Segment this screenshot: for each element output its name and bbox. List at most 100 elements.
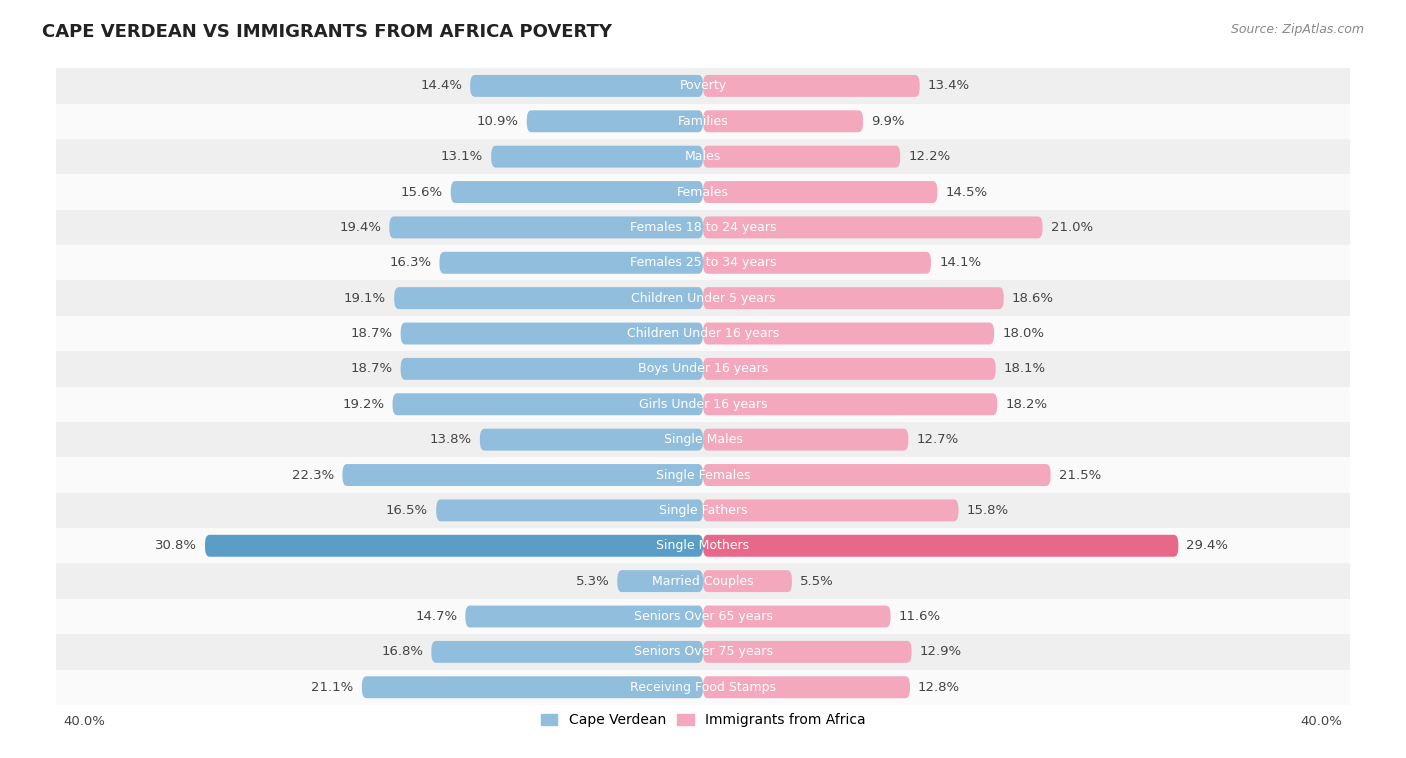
FancyBboxPatch shape (703, 252, 931, 274)
Bar (56, 457, 1350, 493)
Text: 9.9%: 9.9% (872, 114, 904, 128)
Text: 18.7%: 18.7% (350, 327, 392, 340)
FancyBboxPatch shape (703, 358, 995, 380)
FancyBboxPatch shape (703, 570, 792, 592)
Bar (56, 387, 1350, 422)
FancyBboxPatch shape (392, 393, 703, 415)
Text: 21.5%: 21.5% (1059, 468, 1101, 481)
FancyBboxPatch shape (440, 252, 703, 274)
Text: 12.9%: 12.9% (920, 645, 962, 659)
FancyBboxPatch shape (343, 464, 703, 486)
Text: Source: ZipAtlas.com: Source: ZipAtlas.com (1230, 23, 1364, 36)
Text: 18.1%: 18.1% (1004, 362, 1046, 375)
Bar (56, 493, 1350, 528)
FancyBboxPatch shape (703, 393, 997, 415)
FancyBboxPatch shape (527, 111, 703, 132)
Text: 12.2%: 12.2% (908, 150, 950, 163)
FancyBboxPatch shape (703, 676, 910, 698)
FancyBboxPatch shape (703, 146, 900, 168)
FancyBboxPatch shape (205, 535, 703, 556)
Text: 12.7%: 12.7% (917, 433, 959, 446)
Text: Married Couples: Married Couples (652, 575, 754, 587)
Text: 22.3%: 22.3% (292, 468, 335, 481)
Bar (56, 210, 1350, 245)
Text: 10.9%: 10.9% (477, 114, 519, 128)
FancyBboxPatch shape (703, 217, 1043, 238)
Text: 19.1%: 19.1% (344, 292, 387, 305)
Bar (56, 599, 1350, 634)
FancyBboxPatch shape (617, 570, 703, 592)
Text: Females 25 to 34 years: Females 25 to 34 years (630, 256, 776, 269)
Text: Single Mothers: Single Mothers (657, 539, 749, 553)
Text: 40.0%: 40.0% (1301, 715, 1343, 728)
FancyBboxPatch shape (465, 606, 703, 628)
Text: 21.0%: 21.0% (1050, 221, 1092, 234)
FancyBboxPatch shape (703, 287, 1004, 309)
Text: 19.4%: 19.4% (339, 221, 381, 234)
Text: 15.8%: 15.8% (966, 504, 1008, 517)
Text: 18.0%: 18.0% (1002, 327, 1045, 340)
Text: 18.6%: 18.6% (1012, 292, 1054, 305)
Text: 14.1%: 14.1% (939, 256, 981, 269)
FancyBboxPatch shape (703, 464, 1050, 486)
Text: Families: Families (678, 114, 728, 128)
FancyBboxPatch shape (703, 606, 890, 628)
FancyBboxPatch shape (703, 641, 911, 662)
Text: 29.4%: 29.4% (1187, 539, 1229, 553)
FancyBboxPatch shape (703, 535, 1178, 556)
Text: 14.4%: 14.4% (420, 80, 463, 92)
FancyBboxPatch shape (491, 146, 703, 168)
Text: Girls Under 16 years: Girls Under 16 years (638, 398, 768, 411)
Text: 19.2%: 19.2% (342, 398, 384, 411)
Text: 13.8%: 13.8% (430, 433, 472, 446)
FancyBboxPatch shape (432, 641, 703, 662)
Text: Receiving Food Stamps: Receiving Food Stamps (630, 681, 776, 694)
Text: Boys Under 16 years: Boys Under 16 years (638, 362, 768, 375)
FancyBboxPatch shape (451, 181, 703, 203)
Bar (56, 634, 1350, 669)
FancyBboxPatch shape (470, 75, 703, 97)
FancyBboxPatch shape (389, 217, 703, 238)
FancyBboxPatch shape (703, 111, 863, 132)
Text: 40.0%: 40.0% (63, 715, 105, 728)
FancyBboxPatch shape (479, 429, 703, 450)
Bar (56, 316, 1350, 351)
Text: 18.7%: 18.7% (350, 362, 392, 375)
FancyBboxPatch shape (401, 323, 703, 344)
Bar (56, 422, 1350, 457)
Text: Children Under 16 years: Children Under 16 years (627, 327, 779, 340)
Text: 30.8%: 30.8% (155, 539, 197, 553)
FancyBboxPatch shape (703, 429, 908, 450)
Bar (56, 563, 1350, 599)
Bar (56, 139, 1350, 174)
Text: 16.3%: 16.3% (389, 256, 432, 269)
FancyBboxPatch shape (436, 500, 703, 522)
Text: 14.5%: 14.5% (945, 186, 987, 199)
Text: 11.6%: 11.6% (898, 610, 941, 623)
Bar (56, 68, 1350, 104)
Bar (56, 280, 1350, 316)
FancyBboxPatch shape (703, 181, 938, 203)
Bar (56, 104, 1350, 139)
Text: 12.8%: 12.8% (918, 681, 960, 694)
Bar (56, 245, 1350, 280)
Text: Seniors Over 65 years: Seniors Over 65 years (634, 610, 772, 623)
FancyBboxPatch shape (703, 500, 959, 522)
Text: 21.1%: 21.1% (312, 681, 354, 694)
FancyBboxPatch shape (361, 676, 703, 698)
Text: 13.1%: 13.1% (441, 150, 484, 163)
Text: 5.5%: 5.5% (800, 575, 834, 587)
Text: Single Males: Single Males (664, 433, 742, 446)
Text: Females 18 to 24 years: Females 18 to 24 years (630, 221, 776, 234)
FancyBboxPatch shape (703, 323, 994, 344)
Bar (56, 351, 1350, 387)
FancyBboxPatch shape (703, 75, 920, 97)
FancyBboxPatch shape (401, 358, 703, 380)
Text: Seniors Over 75 years: Seniors Over 75 years (634, 645, 772, 659)
Text: 5.3%: 5.3% (575, 575, 609, 587)
Text: Males: Males (685, 150, 721, 163)
Text: Children Under 5 years: Children Under 5 years (631, 292, 775, 305)
Text: Females: Females (678, 186, 728, 199)
Bar (56, 174, 1350, 210)
Legend: Cape Verdean, Immigrants from Africa: Cape Verdean, Immigrants from Africa (536, 708, 870, 733)
